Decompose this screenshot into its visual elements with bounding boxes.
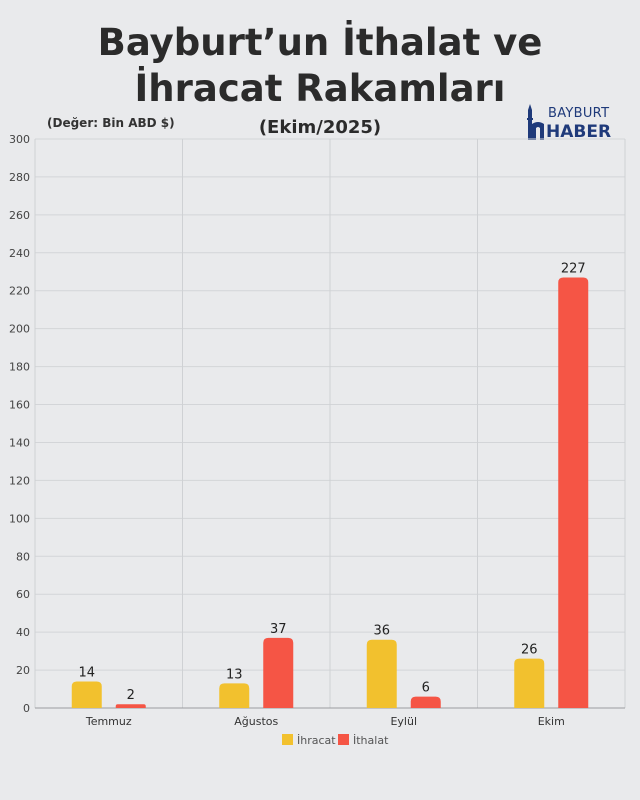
legend-swatch [282,734,293,745]
chart-title: Bayburt’un İthalat ve İhracat Rakamları [0,20,640,112]
x-tick-label: Ağustos [234,715,278,728]
data-label: 14 [78,665,95,680]
chart-subtitle: (Ekim/2025) [258,117,382,138]
bar-ihracat [366,639,397,708]
bar-ithalat [115,704,146,708]
chart-title-line1: Bayburt’un İthalat ve [97,21,543,64]
bar-ithalat [410,696,441,708]
data-label: 36 [373,624,390,639]
y-tick-label: 140 [9,436,30,449]
x-tick-label: Ekim [538,715,565,728]
y-tick-label: 40 [16,626,30,639]
data-label: 2 [127,688,135,703]
logo-bottom-text: HABER [546,122,612,142]
y-tick-label: 20 [16,664,30,677]
legend-label: İhracat [297,734,336,747]
bayburt-haber-logo: BAYBURT HABER [520,102,620,146]
y-tick-label: 100 [9,512,30,525]
unit-note: (Değer: Bin ABD $) [47,116,175,130]
y-tick-label: 0 [23,702,30,715]
y-tick-label: 180 [9,361,30,374]
minaret-icon [527,104,544,140]
x-tick-label: Eylül [390,715,417,728]
data-label: 37 [270,622,287,637]
chart-title-line2: İhracat Rakamları [134,67,506,110]
x-tick-label: Temmuz [85,715,132,728]
data-label: 227 [561,261,586,276]
legend-label: İthalat [353,734,389,747]
logo-top-text: BAYBURT [548,106,610,121]
y-tick-label: 300 [9,133,30,146]
y-tick-label: 60 [16,588,30,601]
bar-ihracat [219,683,250,708]
bar-ihracat [71,681,102,708]
y-tick-label: 200 [9,323,30,336]
y-tick-label: 240 [9,247,30,260]
bar-ithalat [263,637,294,708]
legend-swatch [338,734,349,745]
y-tick-label: 120 [9,474,30,487]
data-label: 6 [422,681,430,696]
data-label: 13 [226,667,243,682]
y-tick-label: 80 [16,550,30,563]
bar-ithalat [558,277,589,708]
data-label: 26 [521,643,538,658]
y-tick-label: 280 [9,171,30,184]
y-tick-label: 160 [9,399,30,412]
y-tick-label: 260 [9,209,30,222]
y-tick-label: 220 [9,285,30,298]
bar-ihracat [514,658,545,708]
